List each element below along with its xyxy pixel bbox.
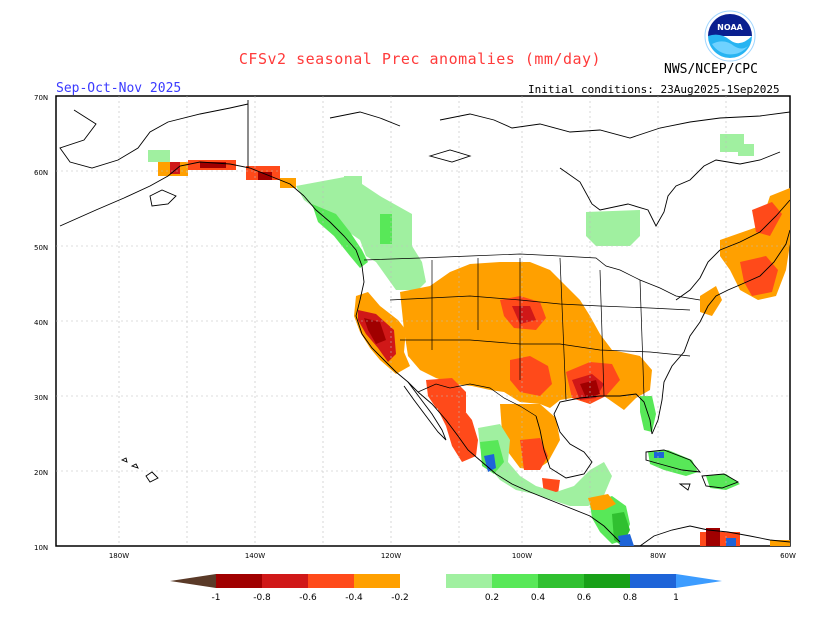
- noaa-logo-icon: NOAA: [704, 10, 756, 62]
- lat-tick-label: 10N: [34, 544, 48, 552]
- colorbar-label: 1: [673, 593, 679, 603]
- political-boundaries: [363, 253, 701, 417]
- colorbar-label: 0.8: [623, 593, 638, 603]
- lon-tick-label: 60W: [780, 552, 796, 560]
- colorbar-swatch: [308, 574, 354, 588]
- colorbar-swatch: [584, 574, 630, 588]
- colorbar-label: -0.4: [345, 593, 363, 603]
- colorbar-swatch: [538, 574, 584, 588]
- colorbar-label: -0.2: [391, 593, 409, 603]
- colorbar-label: 0.6: [577, 593, 592, 603]
- lat-tick-label: 60N: [34, 169, 48, 177]
- colorbar-label: -0.6: [299, 593, 317, 603]
- lon-tick-label: 140W: [245, 552, 265, 560]
- lat-tick-label: 50N: [34, 244, 48, 252]
- forecast-period: Sep-Oct-Nov 2025: [56, 81, 182, 96]
- agency-label: NWS/NCEP/CPC: [664, 62, 758, 77]
- colorbar-arrow-right: [676, 574, 722, 588]
- colorbar-label: -0.8: [253, 593, 271, 603]
- graticule: [56, 96, 790, 546]
- lon-tick-label: 80W: [650, 552, 666, 560]
- lat-tick-label: 70N: [34, 94, 48, 102]
- lat-tick-label: 30N: [34, 394, 48, 402]
- colorbar-swatch: [492, 574, 538, 588]
- colorbar-arrow-left: [170, 574, 216, 588]
- latitude-labels: 70N 60N 50N 40N 30N 20N 10N: [34, 94, 48, 552]
- colorbar-label: -1: [212, 593, 221, 603]
- colorbar-swatch: [216, 574, 262, 588]
- colorbar-label: 0.2: [485, 593, 499, 603]
- logo-text: NOAA: [717, 23, 743, 32]
- map-title: CFSv2 seasonal Prec anomalies (mm/day): [238, 50, 602, 68]
- initial-conditions: Initial conditions: 23Aug2025-1Sep2025: [528, 83, 780, 96]
- coastlines: [59, 100, 790, 546]
- colorbar-label: 0.4: [531, 593, 546, 603]
- longitude-labels: 180W 140W 120W 100W 80W 60W: [109, 552, 796, 560]
- lat-tick-label: 20N: [34, 469, 48, 477]
- colorbar-swatch: [630, 574, 676, 588]
- colorbar-swatch: [446, 574, 492, 588]
- anomaly-shading: [148, 134, 790, 546]
- lon-tick-label: 180W: [109, 552, 129, 560]
- colorbar-swatch: [354, 574, 400, 588]
- colorbar-swatch: [400, 574, 446, 588]
- lon-tick-label: 100W: [512, 552, 532, 560]
- colorbar: -1 -0.8 -0.6 -0.4 -0.2 0.2 0.4 0.6 0.8 1: [170, 574, 722, 603]
- lon-tick-label: 120W: [381, 552, 401, 560]
- lat-tick-label: 40N: [34, 319, 48, 327]
- colorbar-swatch: [262, 574, 308, 588]
